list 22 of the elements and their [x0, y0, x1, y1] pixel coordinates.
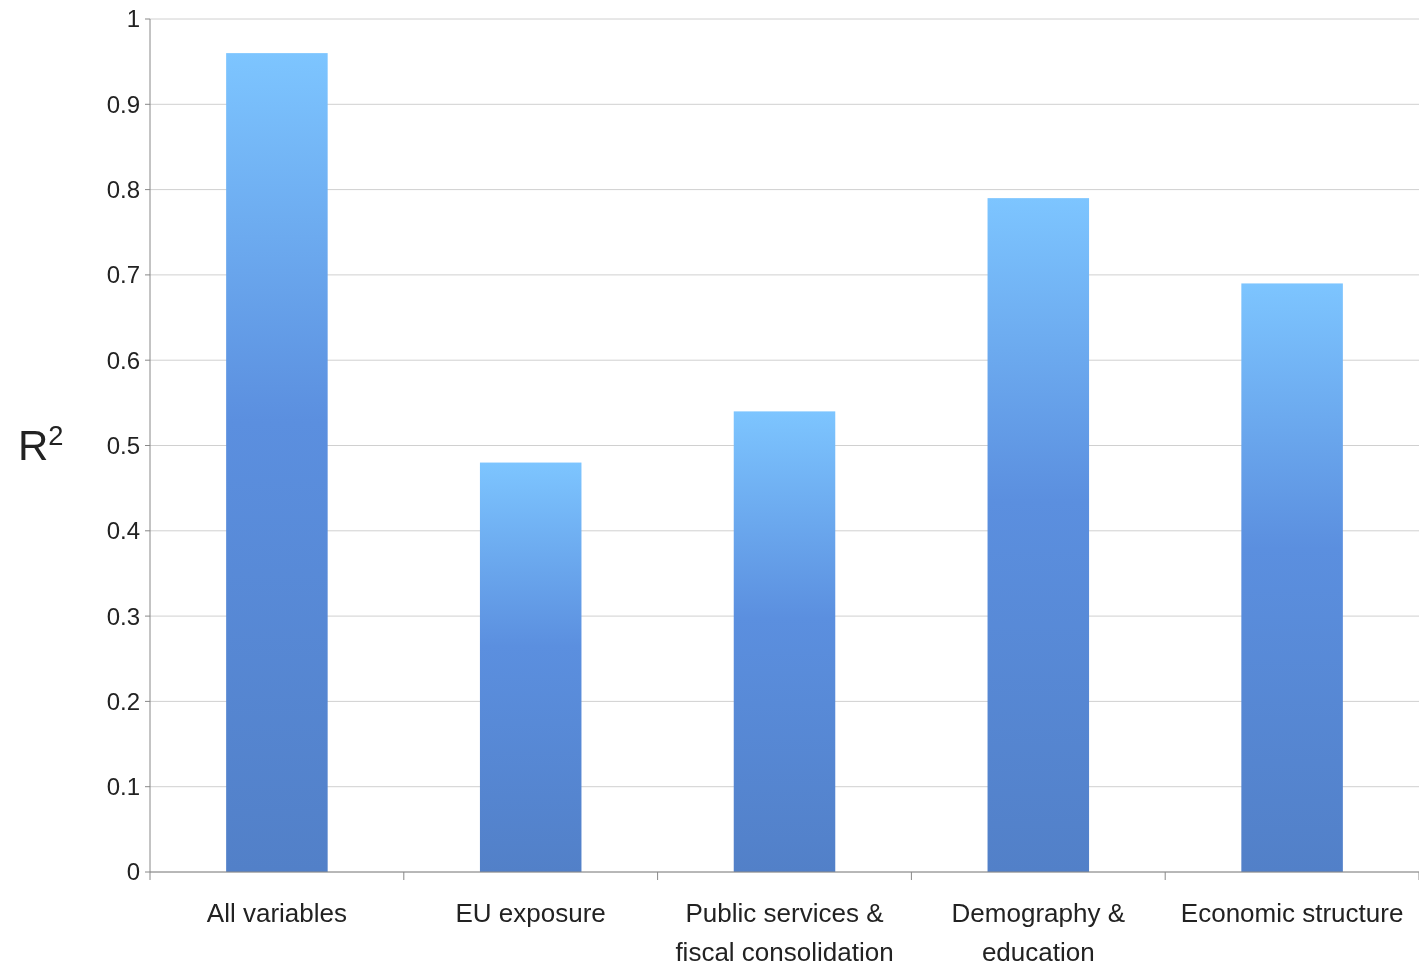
y-tick-label: 0.8 [106, 176, 140, 203]
x-tick-label: Economic structure [1180, 898, 1404, 928]
x-tick-label: All variables [206, 898, 347, 928]
y-tick-label: 0 [126, 858, 140, 886]
y-tick-label: 0.7 [106, 261, 140, 289]
bar [1241, 283, 1343, 872]
y-tick-label: 0.5 [106, 431, 140, 459]
bar [987, 198, 1090, 872]
bar [226, 53, 328, 872]
y-tick-label: 0.1 [106, 773, 140, 801]
x-tick-label: Public services & fiscal consolidation [675, 898, 894, 967]
y-tick-label: 0.2 [106, 687, 140, 715]
y-tick-label: 1 [126, 5, 140, 33]
y-tick-label: 0.3 [106, 602, 140, 630]
bar [479, 462, 582, 872]
y-tick-label: 0.9 [106, 90, 140, 118]
x-tick-label: Demography & education [951, 898, 1126, 967]
y-axis-title: R$^{2}$ [18, 419, 64, 469]
y-tick-label: 0.4 [106, 517, 140, 545]
bar [733, 411, 836, 872]
x-tick-label: EU exposure [455, 898, 606, 928]
y-tick-label: 0.6 [106, 346, 140, 374]
